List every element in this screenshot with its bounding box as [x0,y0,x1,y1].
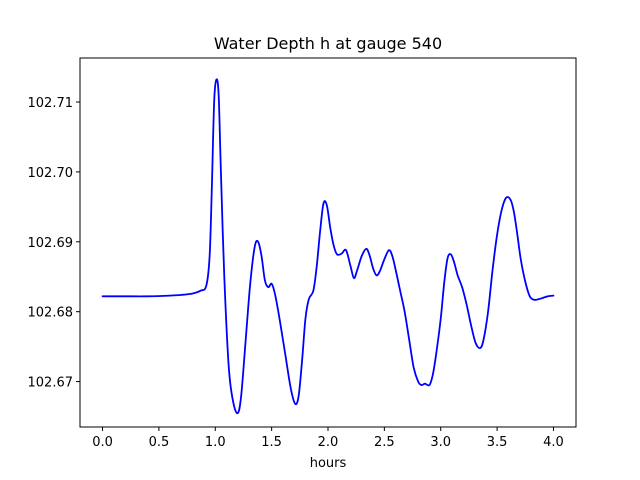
y-tick-label: 102.68 [28,306,74,321]
x-tick-label: 4.0 [543,435,564,450]
x-tick-label: 3.0 [430,435,451,450]
x-tick-label: 0.0 [92,435,113,450]
y-tick-label: 102.70 [28,166,74,181]
series-line-water-depth [101,78,555,415]
x-axis-label: hours [310,456,347,471]
x-tick-label: 2.5 [374,435,395,450]
x-tick-label: 2.0 [318,435,339,450]
plot-area-frame [79,57,577,428]
y-tick-label: 102.71 [28,96,74,111]
x-axis-ticks: 0.0 0.5 1.0 1.5 2.0 2.5 3.0 3.5 4.0 [92,427,564,450]
x-tick-label: 1.5 [261,435,282,450]
y-axis-ticks: 102.67 102.68 102.69 102.70 102.71 [28,96,80,391]
chart-title: Water Depth h at gauge 540 [214,34,442,53]
x-tick-label: 3.5 [487,435,508,450]
y-tick-label: 102.67 [28,376,74,391]
x-tick-label: 1.0 [205,435,226,450]
x-tick-label: 0.5 [149,435,170,450]
y-tick-label: 102.69 [28,236,74,251]
